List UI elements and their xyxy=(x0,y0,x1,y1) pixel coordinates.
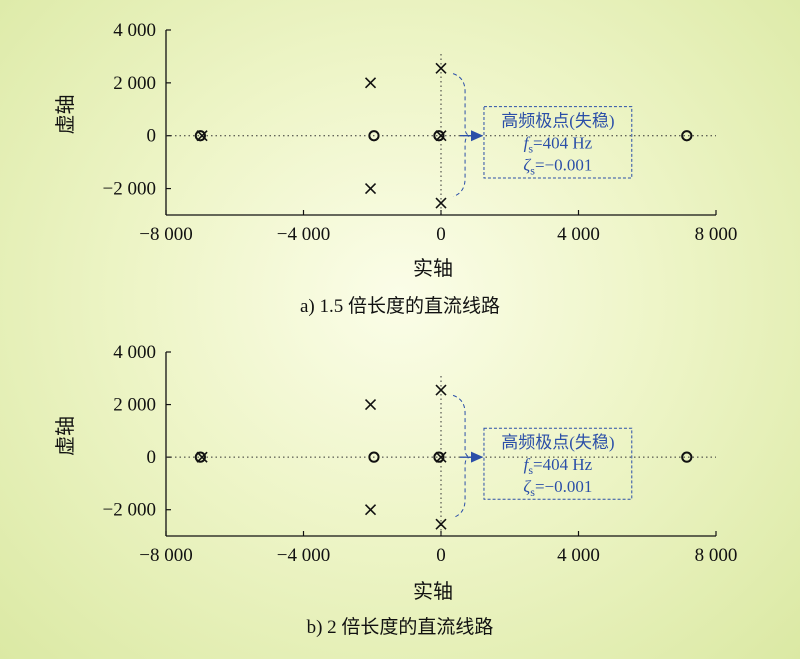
pole-marker xyxy=(435,62,447,74)
x-tick-label: −4 000 xyxy=(277,224,330,245)
zero-marker xyxy=(368,451,380,463)
x-tick-label: −4 000 xyxy=(277,545,330,566)
annotation-frequency: fs=404 Hz xyxy=(524,134,593,156)
y-tick-label: 2 000 xyxy=(113,73,156,94)
annotation-damping: ζs=−0.001 xyxy=(523,156,592,178)
pole-marker xyxy=(364,504,377,516)
annotation-damping: ζs=−0.001 xyxy=(523,477,592,499)
annotation-title: 高频极点(失稳) xyxy=(501,433,614,452)
y-tick-label: 0 xyxy=(147,126,157,147)
pole-marker xyxy=(196,130,208,142)
x-axis-title: 实轴 xyxy=(413,257,453,280)
panel-a: −8 000 −4 000 0 4 000 8 000 −2 000 0 2 000 4 000… xyxy=(54,20,737,317)
annotation-title: 高频极点(失稳) xyxy=(501,112,614,131)
x-tick-label: 8 000 xyxy=(695,224,738,245)
y-tick-label: 4 000 xyxy=(113,20,156,41)
pole-marker xyxy=(435,197,447,209)
y-tick-label: −2 000 xyxy=(103,179,156,200)
pole-group-brace xyxy=(452,73,472,197)
x-tick-label: 4 000 xyxy=(557,224,600,245)
annotation-box xyxy=(483,106,633,179)
x-tick-label: 4 000 xyxy=(557,545,600,566)
zero-marker xyxy=(433,130,445,142)
pole-marker xyxy=(435,384,447,396)
pole-marker xyxy=(435,130,447,142)
x-tick-label: −8 000 xyxy=(139,224,192,245)
x-tick-label: 0 xyxy=(436,224,446,245)
x-tick-label: 0 xyxy=(436,545,446,566)
y-tick-label: 4 000 xyxy=(113,342,156,363)
x-axis-title: 实轴 xyxy=(413,580,453,603)
zero-marker xyxy=(681,451,693,463)
panel-caption: a) 1.5 倍长度的直流线路 xyxy=(300,295,500,317)
annotation-frequency: fs=404 Hz xyxy=(524,455,593,477)
panel-caption: b) 2 倍长度的直流线路 xyxy=(307,616,494,638)
pole-marker xyxy=(364,399,377,411)
x-tick-label: 8 000 xyxy=(695,545,738,566)
pole-marker xyxy=(196,451,208,463)
y-tick-label: −2 000 xyxy=(103,500,156,521)
y-axis-title: 虚轴 xyxy=(54,95,77,135)
pole-group-brace xyxy=(452,394,472,519)
zero-marker xyxy=(368,130,380,142)
y-axis-title: 虚轴 xyxy=(54,416,77,456)
y-tick-label: 2 000 xyxy=(113,395,156,416)
annotation-box xyxy=(483,427,633,500)
panel-b: −8 000 −4 000 0 4 000 8 000 −2 000 0 2 000 4 000… xyxy=(54,342,737,638)
pole-marker xyxy=(435,518,447,530)
zero-marker xyxy=(681,130,693,142)
zero-marker xyxy=(194,451,206,463)
pole-marker xyxy=(364,183,377,195)
pole-marker xyxy=(435,451,447,463)
y-tick-label: 0 xyxy=(147,447,157,468)
zero-marker xyxy=(194,130,206,142)
zero-marker xyxy=(433,451,445,463)
pole-marker xyxy=(364,77,377,89)
x-tick-label: −8 000 xyxy=(139,545,192,566)
